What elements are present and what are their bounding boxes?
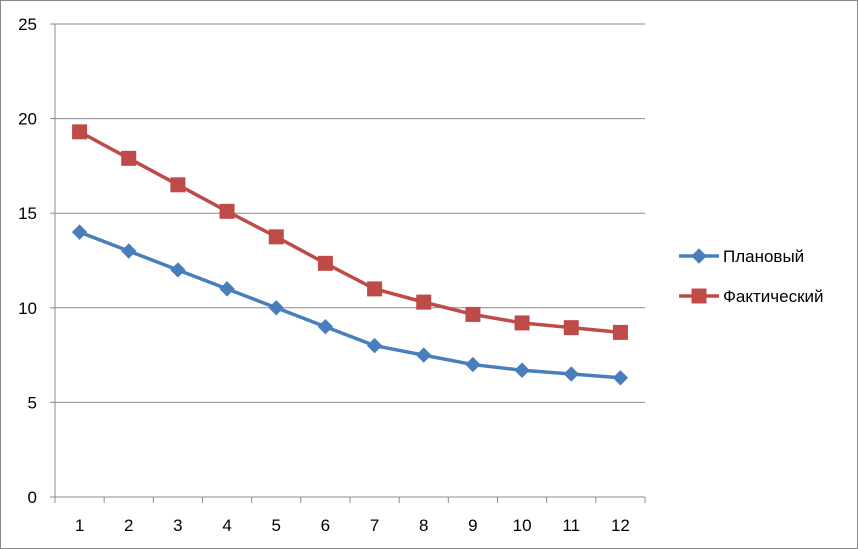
data-point — [416, 347, 432, 363]
series-2 — [72, 124, 628, 340]
legend-label: Фактический — [723, 287, 824, 306]
x-tick-label: 12 — [611, 516, 630, 535]
data-point — [514, 362, 530, 378]
y-tick-label: 20 — [18, 110, 37, 129]
data-point — [219, 281, 235, 297]
data-point — [72, 124, 88, 140]
data-point — [268, 229, 284, 245]
legend-marker — [691, 288, 707, 304]
x-tick-label: 2 — [124, 516, 133, 535]
data-point — [268, 300, 284, 316]
series-1 — [71, 224, 629, 386]
legend: Плановый Фактический — [679, 247, 824, 306]
x-tick-label: 1 — [75, 516, 84, 535]
x-tick-label: 9 — [468, 516, 477, 535]
data-point — [121, 243, 137, 259]
data-point — [219, 203, 235, 219]
y-tick-label: 10 — [18, 299, 37, 318]
axes — [50, 23, 646, 503]
data-point — [71, 224, 88, 240]
legend-marker — [691, 248, 707, 264]
data-point — [367, 281, 383, 297]
gridlines — [55, 23, 645, 403]
series-layer — [71, 124, 629, 386]
data-point — [317, 319, 334, 335]
y-axis-tick-labels: 0 5 10 15 20 25 — [18, 15, 37, 507]
legend-entry: Плановый — [679, 247, 804, 266]
data-point — [121, 150, 137, 166]
data-point — [416, 294, 432, 310]
x-axis-tick-labels: 1 2 3 4 5 6 7 8 9 10 11 12 — [75, 516, 630, 535]
data-point — [366, 337, 383, 354]
series-line — [78, 130, 621, 335]
x-tick-label: 7 — [370, 516, 379, 535]
x-tick-label: 8 — [419, 516, 428, 535]
x-tick-label: 3 — [173, 516, 182, 535]
legend-label: Плановый — [723, 247, 804, 266]
data-point — [465, 356, 481, 373]
data-point — [612, 324, 628, 340]
data-point — [612, 370, 629, 386]
series-line — [78, 230, 621, 380]
x-tick-label: 5 — [272, 516, 281, 535]
data-point — [563, 366, 579, 382]
data-point — [465, 306, 481, 322]
y-tick-label: 0 — [28, 488, 37, 507]
x-tick-label: 4 — [222, 516, 231, 535]
y-tick-label: 15 — [18, 204, 37, 223]
x-tick-label: 6 — [321, 516, 330, 535]
y-tick-label: 25 — [18, 15, 37, 34]
data-point — [563, 320, 579, 336]
legend-entry: Фактический — [679, 287, 824, 306]
data-point — [317, 255, 333, 271]
y-tick-label: 5 — [28, 393, 37, 412]
data-point — [170, 262, 186, 278]
x-tick-label: 10 — [513, 516, 532, 535]
data-point — [514, 315, 530, 331]
data-point — [170, 177, 186, 193]
x-tick-label: 11 — [562, 516, 580, 535]
